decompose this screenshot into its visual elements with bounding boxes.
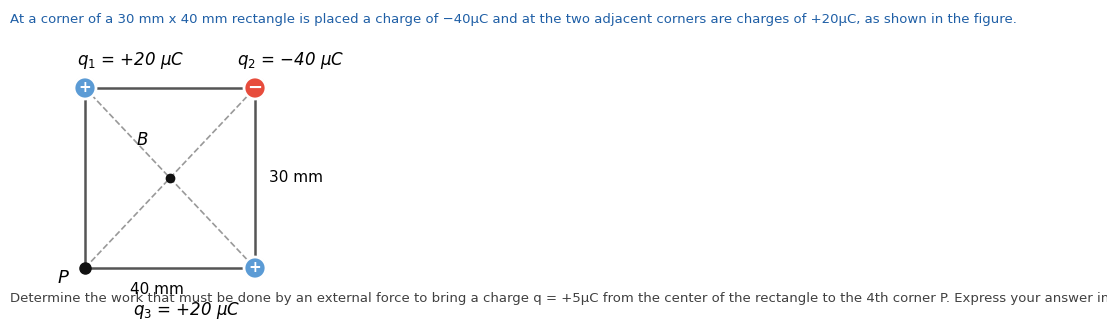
Text: P: P	[58, 269, 69, 287]
Text: At a corner of a 30 mm x 40 mm rectangle is placed a charge of −40μC and at the : At a corner of a 30 mm x 40 mm rectangle…	[10, 13, 1017, 26]
Text: −: −	[248, 79, 262, 97]
Text: $q_1$ = +20 μC: $q_1$ = +20 μC	[77, 50, 185, 71]
Text: 30 mm: 30 mm	[269, 170, 323, 185]
Text: +: +	[249, 260, 261, 275]
Text: $q_3$ = +20 μC: $q_3$ = +20 μC	[133, 300, 240, 321]
Text: $q_2$ = −40 μC: $q_2$ = −40 μC	[237, 50, 344, 71]
Text: +: +	[79, 81, 92, 96]
Circle shape	[74, 77, 96, 99]
Circle shape	[244, 77, 266, 99]
Text: 40 mm: 40 mm	[130, 282, 184, 297]
Text: B: B	[136, 131, 147, 149]
Text: Determine the work that must be done by an external force to bring a charge q = : Determine the work that must be done by …	[10, 292, 1107, 305]
Circle shape	[244, 257, 266, 279]
